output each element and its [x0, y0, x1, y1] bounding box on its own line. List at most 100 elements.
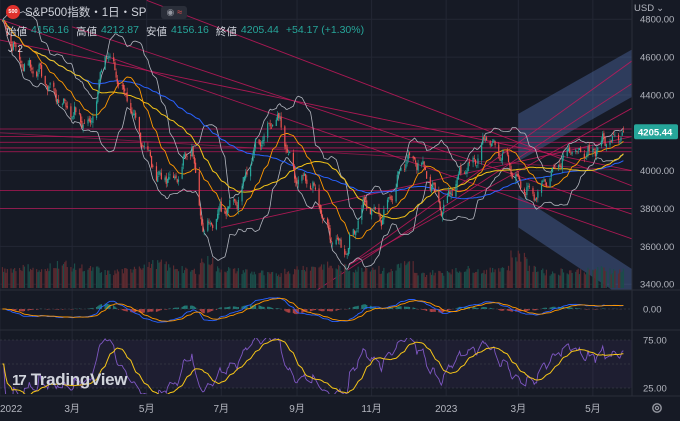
volume-bar [361, 267, 363, 288]
candle-body [373, 207, 375, 210]
candle-body [155, 166, 158, 181]
volume-bar [374, 269, 376, 288]
volume-bar [198, 274, 200, 288]
macd-histogram-bar [14, 309, 16, 311]
volume-bar [356, 271, 358, 288]
volume-bar [175, 268, 177, 288]
volume-bar [534, 266, 537, 288]
volume-bar [150, 263, 153, 288]
volume-bar [472, 272, 474, 288]
tradingview-logo[interactable]: 17 TradingView [12, 370, 128, 390]
indicator-collapse-toggle[interactable]: ⌄ 2 [6, 44, 23, 55]
volume-bar [318, 267, 320, 288]
macd-histogram-bar [139, 309, 142, 313]
volume-bar [116, 269, 118, 288]
candle-body [209, 223, 211, 224]
candle-body [389, 197, 391, 199]
candle-body [413, 157, 416, 159]
macd-histogram-bar [262, 306, 264, 309]
trendline [316, 83, 632, 290]
volume-bar [525, 257, 527, 288]
macd-histogram-bar [20, 309, 22, 312]
volume-bar [303, 269, 305, 288]
macd-histogram-bar [422, 309, 424, 310]
candle-body [92, 116, 94, 124]
volume-bar [40, 269, 43, 288]
candle-body [542, 180, 544, 183]
volume-bar [108, 270, 110, 288]
macd-histogram-bar [498, 309, 500, 310]
candle-body [152, 165, 154, 167]
candle-body [415, 160, 417, 163]
volume-bar [23, 266, 26, 288]
chevron-down-icon: ⌄ [656, 3, 665, 14]
candle-body [218, 208, 220, 216]
currency-selector[interactable]: USD ⌄ [634, 3, 664, 14]
candle-body [543, 179, 545, 181]
candle-body [270, 127, 272, 129]
volume-bar [61, 265, 63, 288]
candle-body [87, 119, 89, 124]
eye-icon[interactable]: ◉ [166, 6, 175, 17]
macd-histogram-bar [192, 305, 194, 309]
chevron-down-icon[interactable]: ⌄ [6, 44, 15, 55]
candle-body [6, 30, 8, 36]
candle-body [620, 137, 622, 141]
candle-body [169, 174, 171, 176]
candle-body [455, 184, 457, 197]
candle-body [613, 134, 615, 136]
price-axis: 4800.004600.004400.004200.004000.003800.… [634, 15, 678, 291]
macd-histogram-bar [202, 309, 204, 314]
visibility-toggle[interactable]: ◉ ≈ [161, 5, 188, 19]
macd-histogram-bar [569, 307, 571, 309]
candle-body [593, 149, 595, 150]
volume-bar [509, 270, 511, 288]
volume-bar [160, 259, 162, 288]
candle-body [319, 204, 321, 212]
macd-histogram-bar [237, 307, 239, 309]
volume-bar [131, 272, 133, 288]
symbol-title[interactable]: S&P500指数・1日・SP [25, 7, 147, 19]
candle-body [253, 148, 255, 154]
candle-body [372, 210, 374, 211]
volume-bar [106, 270, 109, 288]
price-tick-label: 4800.00 [640, 15, 674, 26]
volume-bar [75, 269, 77, 288]
candle-body [346, 253, 348, 255]
candle-body [181, 166, 183, 179]
volume-bar [56, 260, 59, 288]
volume-bar [4, 268, 6, 288]
volume-bar [292, 274, 294, 288]
candle-body [249, 165, 252, 177]
macd-histogram-bar [336, 309, 338, 311]
chart-header: 500 S&P500指数・1日・SP ◉ ≈ [6, 4, 188, 20]
candle-body [182, 156, 184, 166]
volume-bar [553, 273, 555, 288]
volume-bar [62, 263, 65, 288]
candle-body [374, 207, 376, 210]
candle-body [526, 187, 528, 196]
volume-bar [583, 272, 585, 288]
indicator-axes: 0.00 75.00 25.00 [643, 305, 667, 395]
candle-body [561, 157, 563, 170]
gear-icon[interactable] [650, 401, 664, 415]
volume-bar [242, 270, 244, 288]
candle-body [54, 88, 56, 95]
candle-body [28, 60, 30, 66]
candle-body [309, 185, 312, 190]
candle-body [133, 113, 136, 115]
wave-icon[interactable]: ≈ [177, 7, 183, 17]
candle-body [3, 19, 5, 21]
bollinger-lower [2, 20, 624, 270]
macd-histogram-bar [61, 309, 63, 310]
volume-bar [109, 273, 111, 288]
channel-lower-fill [518, 195, 632, 290]
tradingview-icon: 17 [12, 371, 27, 389]
symbol-badge[interactable]: 500 [6, 5, 20, 19]
macd-histogram-bar [269, 307, 271, 309]
candle-body [177, 179, 180, 182]
volume-bar [312, 266, 314, 288]
candle-body [258, 139, 260, 144]
candle-body [157, 176, 159, 182]
